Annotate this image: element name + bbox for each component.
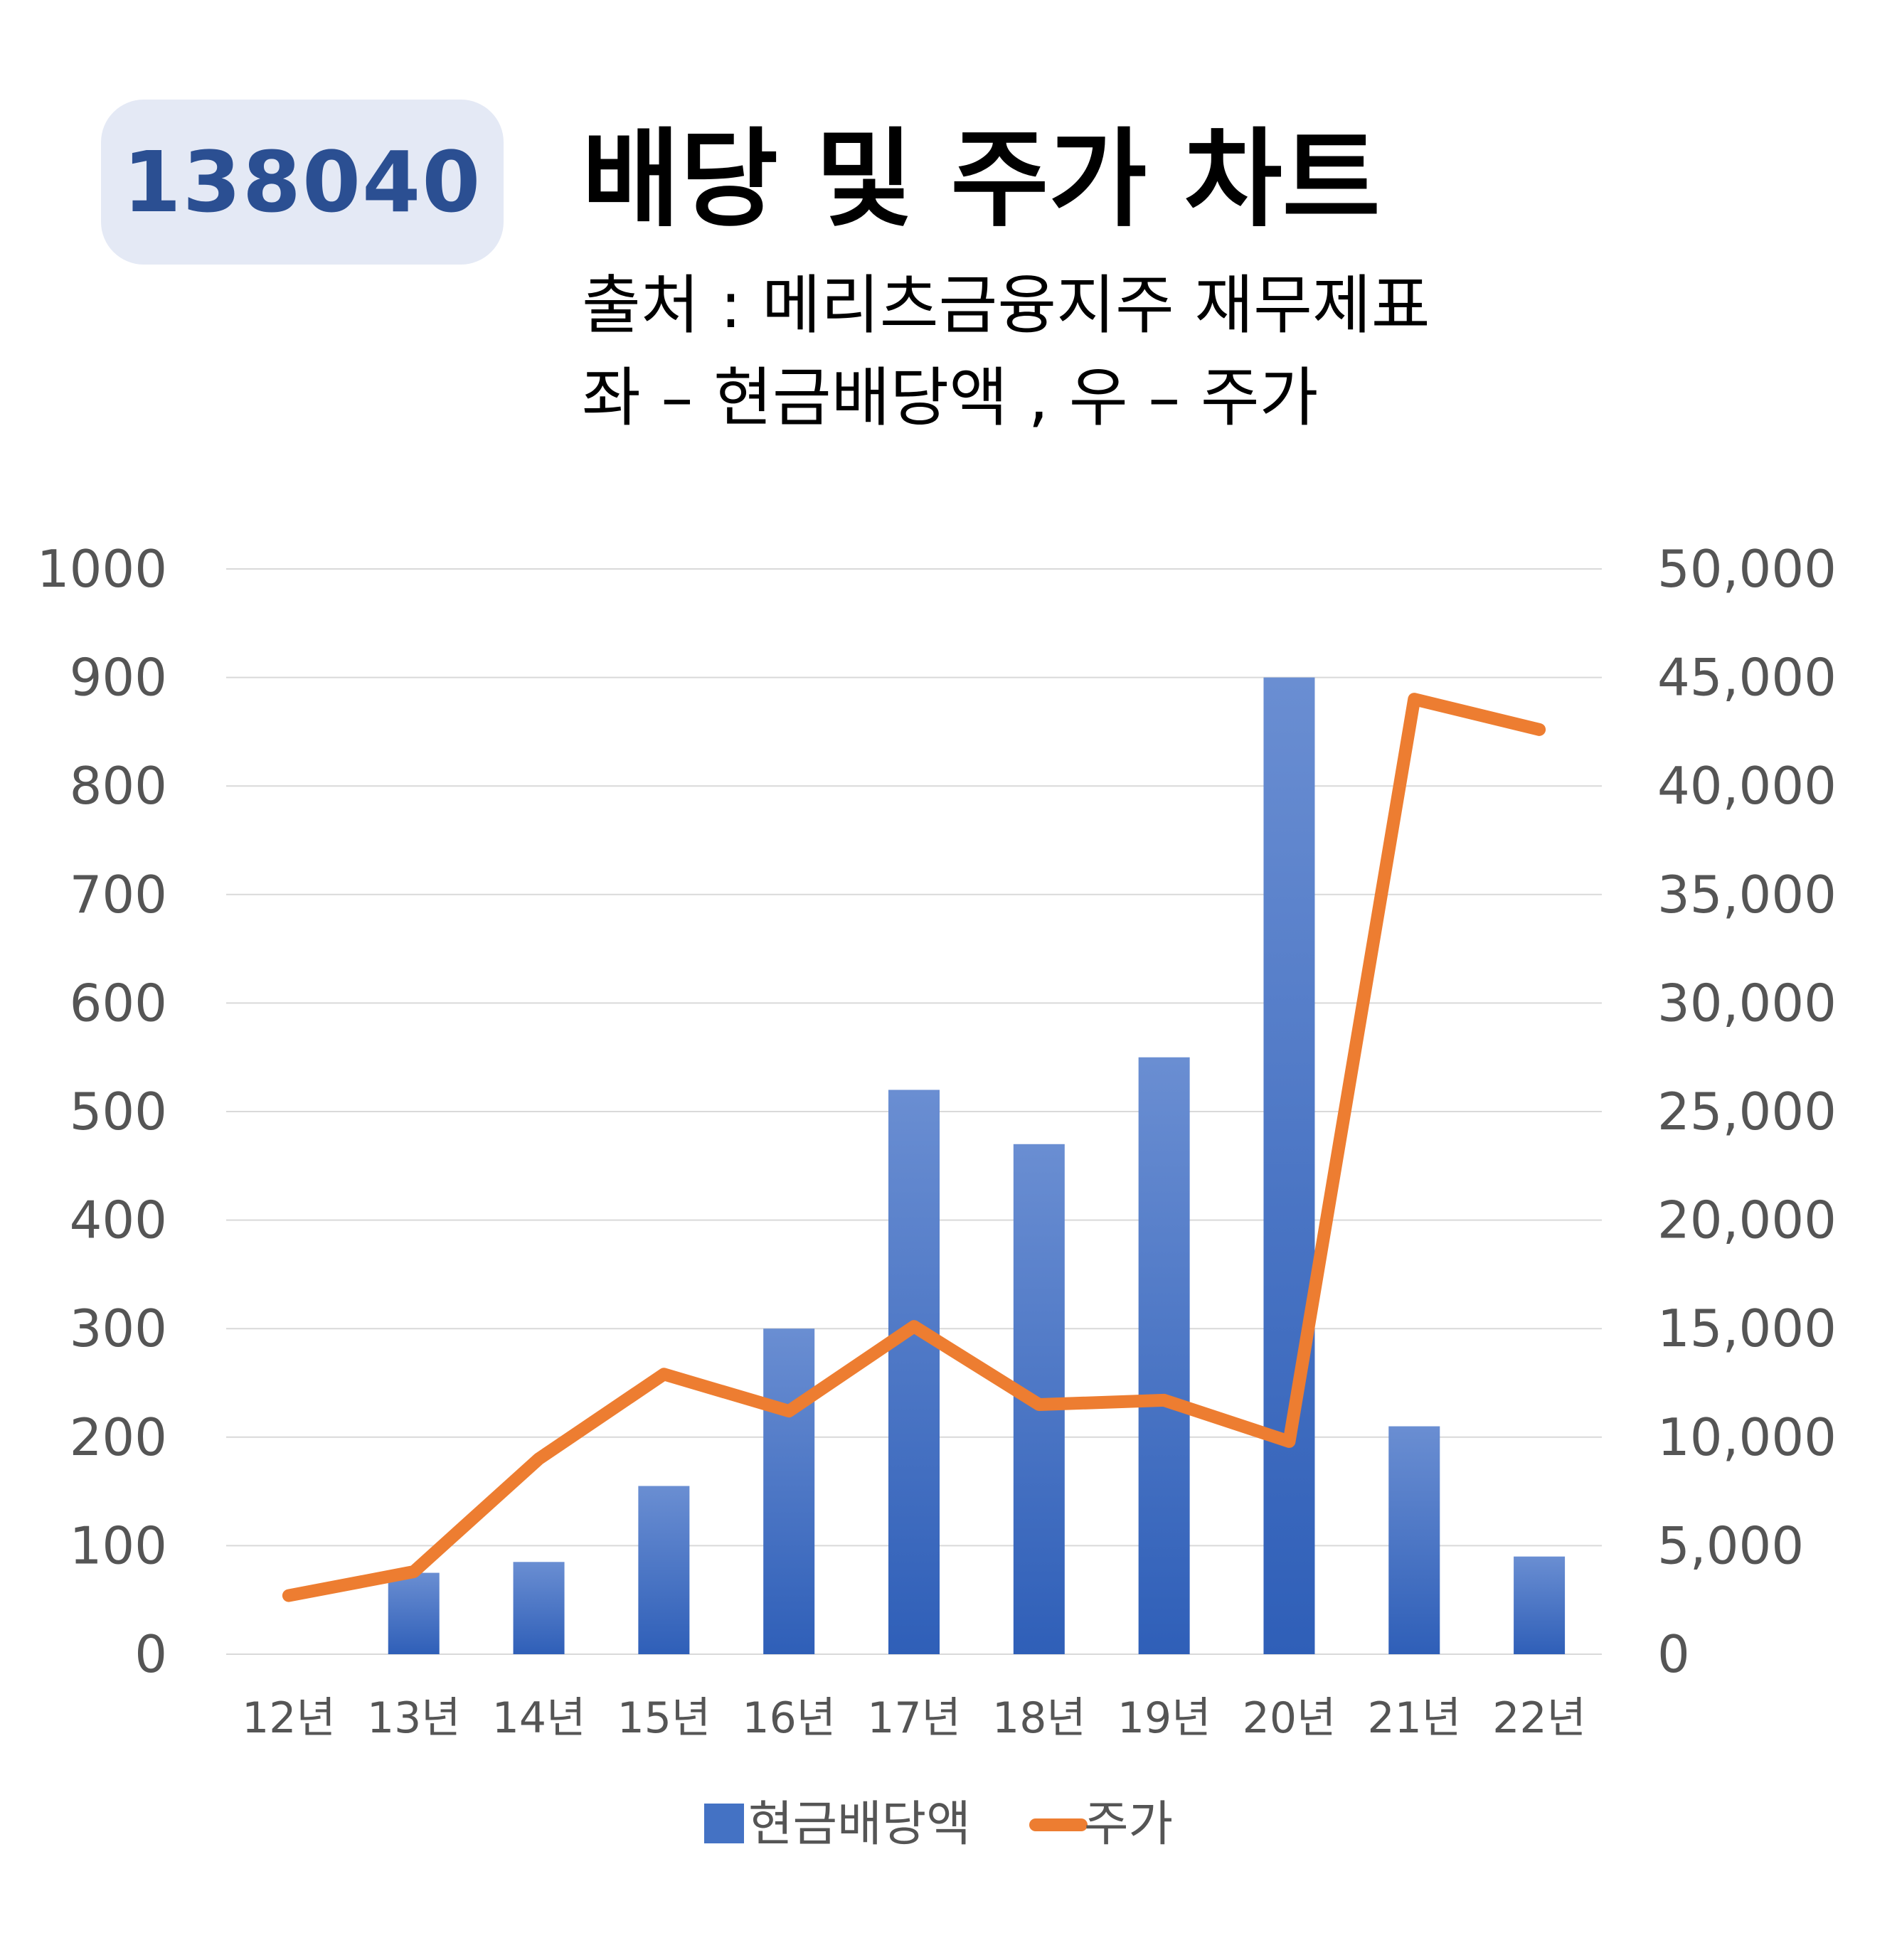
legend-label-price: 주가 — [1084, 1796, 1173, 1853]
right-tick-label: 50,000 — [1657, 539, 1837, 599]
right-tick-label: 15,000 — [1657, 1299, 1837, 1358]
bar — [1388, 1426, 1440, 1654]
right-tick-label: 35,000 — [1657, 865, 1837, 925]
left-tick-label: 400 — [70, 1191, 167, 1250]
ticker-badge: 138040 — [101, 100, 504, 265]
right-tick-label: 40,000 — [1657, 756, 1837, 816]
right-tick-label: 5,000 — [1657, 1516, 1804, 1575]
bar — [888, 1090, 940, 1654]
bar — [1514, 1556, 1566, 1654]
left-tick-label: 1000 — [37, 539, 167, 599]
left-axis: 0 100 200 300 400 500 600 700 800 900 1000 — [37, 539, 167, 1684]
bar — [763, 1328, 815, 1654]
left-tick-label: 200 — [70, 1407, 167, 1467]
x-tick-label: 14년 — [492, 1693, 586, 1743]
x-tick-label: 12년 — [242, 1693, 336, 1743]
bar — [1138, 1057, 1190, 1654]
bar-series — [388, 677, 1566, 1654]
chart-title: 배당 및 주가 차트 — [582, 118, 1381, 242]
x-tick-label: 19년 — [1117, 1693, 1211, 1743]
right-tick-label: 20,000 — [1657, 1191, 1837, 1250]
left-tick-label: 900 — [70, 648, 167, 708]
legend-bar-swatch — [704, 1804, 744, 1843]
x-tick-label: 18년 — [992, 1693, 1086, 1743]
right-tick-label: 45,000 — [1657, 648, 1837, 708]
x-tick-label: 13년 — [367, 1693, 461, 1743]
left-tick-label: 700 — [70, 865, 167, 925]
x-tick-label: 16년 — [742, 1693, 836, 1743]
x-tick-label: 21년 — [1367, 1693, 1461, 1743]
left-tick-label: 600 — [70, 973, 167, 1033]
chart-subtitle-source: 출처 : 메리츠금융지주 재무제표 — [582, 268, 1430, 343]
bar — [388, 1572, 440, 1654]
x-tick-label: 22년 — [1492, 1693, 1586, 1743]
right-tick-label: 30,000 — [1657, 973, 1837, 1033]
right-axis: 0 5,000 10,000 15,000 20,000 25,000 30,000 35,0… — [1657, 539, 1837, 1684]
right-tick-label: 25,000 — [1657, 1082, 1837, 1141]
bar — [638, 1486, 690, 1654]
price-line — [282, 693, 1546, 1602]
right-tick-label: 0 — [1657, 1624, 1690, 1684]
left-tick-label: 300 — [70, 1299, 167, 1358]
chart-subtitle-axes: 좌 – 현금배당액 , 우 – 주가 — [582, 361, 1319, 435]
x-tick-label: 20년 — [1243, 1693, 1337, 1743]
left-tick-label: 100 — [70, 1516, 167, 1575]
legend: 현금배당액 주가 — [704, 1796, 1173, 1853]
bar — [513, 1562, 565, 1654]
right-tick-label: 10,000 — [1657, 1407, 1837, 1467]
legend-label-dividend: 현금배당액 — [748, 1796, 971, 1853]
left-tick-label: 800 — [70, 756, 167, 816]
x-axis: 12년 13년 14년 15년 16년 17년 18년 19년 20년 21년 22년 — [242, 1693, 1586, 1743]
left-tick-label: 0 — [134, 1624, 167, 1684]
bar — [1263, 677, 1315, 1654]
x-tick-label: 15년 — [617, 1693, 711, 1743]
line-series — [282, 693, 1546, 1602]
left-tick-label: 500 — [70, 1082, 167, 1141]
x-tick-label: 17년 — [867, 1693, 961, 1743]
ticker-code: 138040 — [122, 133, 482, 231]
